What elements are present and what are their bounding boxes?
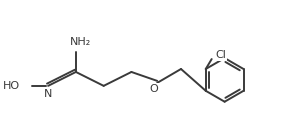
Text: O: O <box>150 84 159 94</box>
Text: NH₂: NH₂ <box>70 37 91 47</box>
Text: N: N <box>44 89 52 99</box>
Text: Cl: Cl <box>215 50 226 60</box>
Text: HO: HO <box>3 81 20 91</box>
